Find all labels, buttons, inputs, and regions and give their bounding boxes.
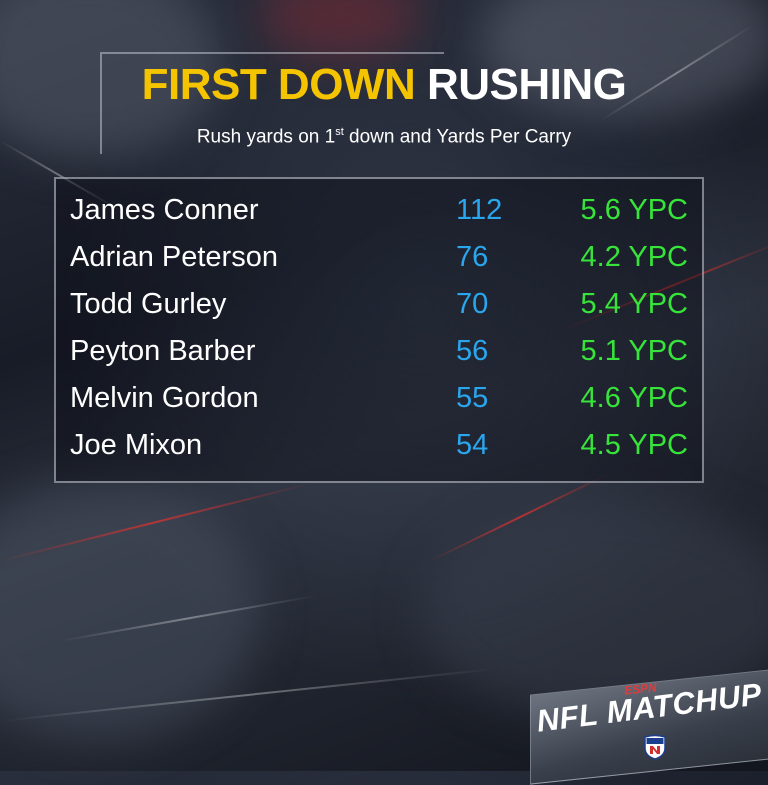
table-row: Todd Gurley 70 5.4 YPC (56, 281, 702, 327)
yards-per-carry: 4.5 YPC (580, 429, 688, 461)
title-frame (100, 52, 444, 154)
player-name: Adrian Peterson (70, 241, 278, 273)
yards-per-carry: 4.6 YPC (580, 382, 688, 414)
nfl-shield-icon (644, 734, 666, 760)
title-highlight: FIRST DOWN (141, 60, 416, 109)
yards-per-carry: 4.2 YPC (580, 241, 688, 273)
rush-yards: 76 (456, 241, 489, 273)
rush-yards: 112 (456, 194, 503, 226)
table-row: Joe Mixon 54 4.5 YPC (56, 422, 702, 468)
subtitle-after: down and Yards Per Carry (343, 126, 572, 148)
table-row: Melvin Gordon 55 4.6 YPC (56, 375, 702, 421)
stats-table: James Conner 112 5.6 YPC Adrian Peterson… (54, 177, 704, 483)
rush-yards: 54 (456, 429, 489, 461)
page-title: FIRST DOWN RUSHING (0, 60, 768, 110)
rush-yards: 55 (456, 382, 489, 414)
title-rest: RUSHING (426, 60, 627, 109)
nfl-matchup-logo: ESPN NFL MATCHUP (520, 664, 768, 785)
table-row: James Conner 112 5.6 YPC (56, 187, 702, 233)
yards-per-carry: 5.6 YPC (580, 194, 688, 226)
subtitle-superscript: st (335, 126, 344, 138)
player-name: Todd Gurley (70, 288, 227, 320)
yards-per-carry: 5.4 YPC (580, 288, 688, 320)
subtitle: Rush yards on 1st down and Yards Per Car… (0, 126, 768, 148)
player-name: Joe Mixon (70, 429, 203, 461)
yards-per-carry: 5.1 YPC (580, 335, 688, 367)
rush-yards: 56 (456, 335, 489, 367)
table-row: Peyton Barber 56 5.1 YPC (56, 328, 702, 374)
table-row: Adrian Peterson 76 4.2 YPC (56, 234, 702, 280)
rush-yards: 70 (456, 288, 489, 320)
player-name: Peyton Barber (70, 335, 256, 367)
subtitle-before: Rush yards on 1 (196, 126, 336, 148)
player-name: Melvin Gordon (70, 382, 259, 414)
player-name: James Conner (70, 194, 259, 226)
